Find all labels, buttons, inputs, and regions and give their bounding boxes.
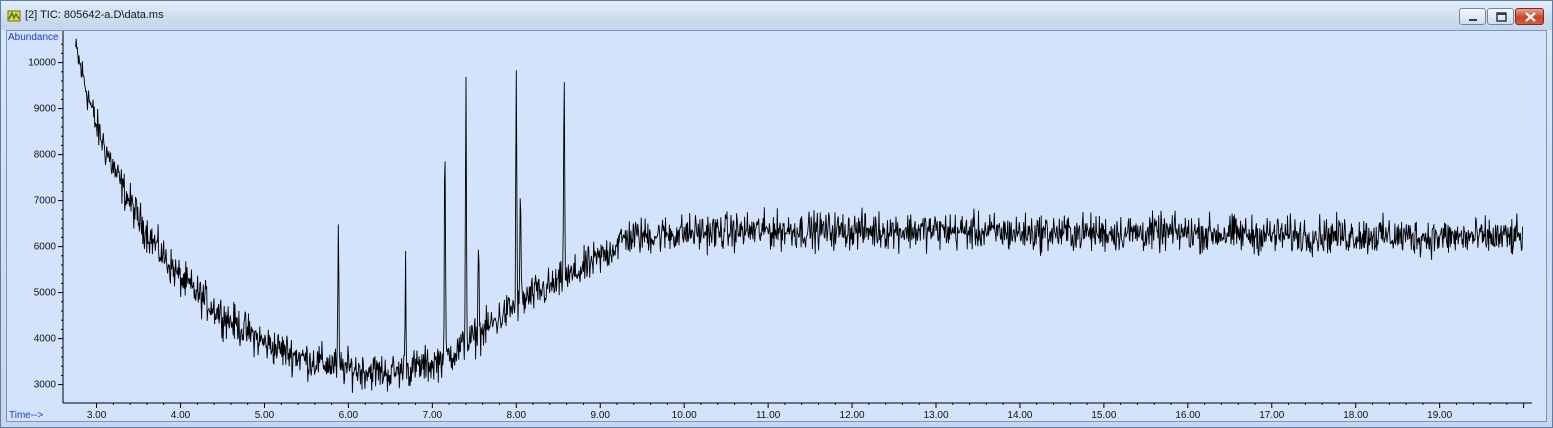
x-tick-label: 9.00 [590, 410, 610, 421]
x-tick-label: 6.00 [339, 410, 359, 421]
window-title: [2] TIC: 805642-a.D\data.ms [25, 9, 164, 21]
x-tick-label: 10.00 [672, 410, 697, 421]
y-tick-label: 3000 [34, 380, 57, 391]
maximize-icon [1496, 12, 1507, 22]
chart-area[interactable]: 3000 4000 5000 6000 7000 8000 9000 10000 3.00 4.0… [6, 30, 1547, 422]
y-tick-label: 10000 [28, 58, 56, 69]
y-tick-label: 6000 [34, 242, 57, 253]
x-axis-label: Time--> [9, 410, 44, 421]
close-icon [1525, 12, 1536, 22]
minimize-button[interactable] [1459, 8, 1486, 25]
x-tick-label: 17.00 [1259, 410, 1284, 421]
x-tick-label: 12.00 [840, 410, 865, 421]
x-tick-label: 7.00 [423, 410, 443, 421]
y-tick-label: 7000 [34, 196, 57, 207]
x-tick-label: 11.00 [756, 410, 781, 421]
y-axis-label: Abundance [8, 32, 59, 43]
x-tick-label: 8.00 [507, 410, 527, 421]
x-tick-label: 16.00 [1175, 410, 1200, 421]
x-tick-label: 14.00 [1007, 410, 1032, 421]
y-tick-label: 5000 [34, 288, 57, 299]
minimize-icon [1469, 19, 1477, 21]
chromatogram-app-icon[interactable] [7, 9, 21, 23]
x-tick-label: 5.00 [255, 410, 275, 421]
tic-trace [75, 38, 1524, 393]
title-bar[interactable]: [2] TIC: 805642-a.D\data.ms [1, 1, 1552, 30]
y-tick-label: 8000 [34, 150, 57, 161]
x-tick-label: 3.00 [87, 410, 107, 421]
tic-chart[interactable]: 3000 4000 5000 6000 7000 8000 9000 10000 3.00 4.0… [7, 31, 1546, 421]
x-tick-label: 13.00 [923, 410, 948, 421]
maximize-button[interactable] [1487, 8, 1514, 25]
y-tick-label: 4000 [34, 334, 57, 345]
x-tick-label: 18.00 [1343, 410, 1368, 421]
x-tick-label: 15.00 [1091, 410, 1116, 421]
x-tick-label: 19.00 [1427, 410, 1452, 421]
close-button[interactable] [1515, 8, 1544, 25]
y-tick-label: 9000 [34, 104, 57, 115]
x-tick-label: 4.00 [171, 410, 191, 421]
